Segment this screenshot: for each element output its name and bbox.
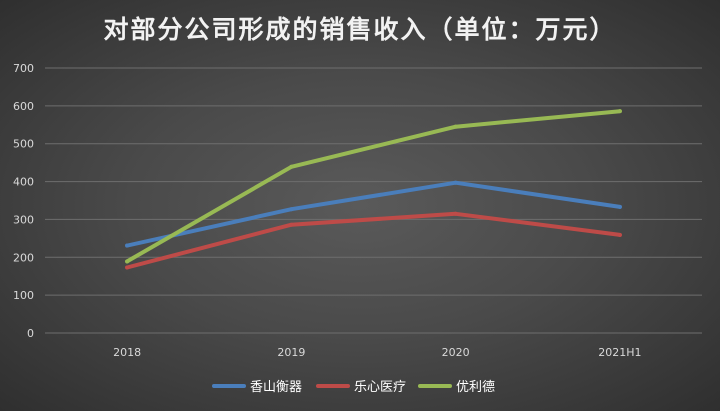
legend-label: 优利德 [456, 380, 495, 395]
data-point [289, 207, 294, 212]
data-point [125, 243, 130, 248]
data-point [453, 124, 458, 129]
x-tick-label: 2019 [277, 346, 305, 359]
legend-label: 香山衡器 [250, 380, 302, 395]
y-tick-label: 200 [13, 251, 34, 264]
gridlines [45, 67, 702, 334]
data-point [289, 164, 294, 169]
y-tick-label: 500 [13, 138, 34, 151]
y-tick-label: 0 [27, 327, 34, 340]
x-axis-ticks: 2018 2019 2020 2021H1 [113, 346, 641, 359]
series-line-2 [125, 211, 622, 270]
data-point [617, 109, 622, 114]
chart-title: 对部分公司形成的销售收入（单位：万元） [103, 15, 616, 44]
y-tick-label: 700 [13, 62, 34, 75]
x-tick-label: 2021H1 [598, 346, 641, 359]
y-tick-label: 300 [13, 213, 34, 226]
data-point [289, 222, 294, 227]
data-point [125, 265, 130, 270]
data-point [617, 204, 622, 209]
x-tick-label: 2020 [442, 346, 470, 359]
data-point [453, 180, 458, 185]
legend-label: 乐心医疗 [354, 380, 406, 395]
y-axis-ticks: 0 100 200 300 400 500 600 700 [13, 62, 34, 340]
series-lines [125, 109, 622, 270]
series-line-3 [125, 109, 622, 264]
y-tick-label: 100 [13, 289, 34, 302]
data-point [125, 259, 130, 264]
y-tick-label: 400 [13, 176, 34, 189]
data-point [453, 211, 458, 216]
y-tick-label: 600 [13, 100, 34, 113]
x-tick-label: 2018 [113, 346, 141, 359]
legend: 香山衡器 乐心医疗 优利德 [212, 380, 495, 395]
series-line-1 [125, 180, 622, 248]
data-point [617, 232, 622, 237]
